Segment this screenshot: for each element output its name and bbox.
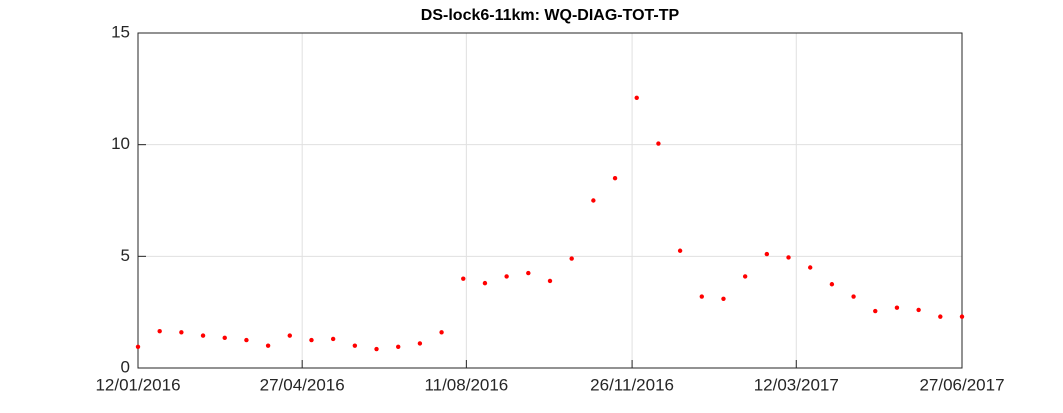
x-tick-label: 27/06/2017 — [919, 375, 1004, 394]
point — [265, 343, 271, 348]
x-tick-label: 11/08/2016 — [424, 375, 508, 394]
point — [547, 278, 553, 284]
point — [157, 328, 162, 334]
point — [482, 280, 488, 286]
point — [786, 255, 791, 260]
chart-title: DS-lock6-11km: WQ-DIAG-TOT-TP — [421, 7, 680, 24]
point — [677, 248, 683, 253]
point — [352, 343, 358, 348]
y-tick-label: 0 — [121, 357, 130, 376]
point — [959, 314, 965, 319]
point — [873, 308, 878, 314]
point — [461, 276, 466, 281]
x-tick-label: 26/11/2016 — [590, 375, 674, 394]
plot-frame — [137, 32, 963, 369]
point — [742, 274, 748, 279]
point — [656, 141, 661, 146]
point — [699, 294, 704, 299]
point — [287, 333, 292, 338]
point — [504, 274, 509, 279]
point — [808, 265, 813, 270]
point — [721, 296, 726, 301]
x-tick-label: 12/01/2016 — [95, 375, 180, 394]
point — [330, 336, 336, 342]
point — [612, 175, 618, 181]
point — [200, 333, 206, 338]
y-tick-label: 15 — [111, 22, 130, 41]
point — [569, 256, 574, 261]
point — [764, 251, 770, 257]
point — [135, 344, 141, 349]
point — [396, 344, 401, 349]
point — [244, 337, 249, 343]
point — [938, 314, 943, 319]
point — [829, 282, 835, 287]
point — [526, 270, 531, 276]
point — [851, 294, 856, 299]
point — [309, 337, 314, 343]
y-tick-label: 10 — [111, 134, 130, 153]
point — [894, 305, 900, 310]
point — [916, 307, 921, 313]
y-tick-label: 5 — [121, 246, 130, 265]
x-tick-label: 27/04/2016 — [260, 375, 345, 394]
point — [439, 330, 444, 335]
point — [179, 330, 184, 335]
point — [374, 346, 379, 352]
point — [222, 335, 227, 341]
point — [591, 198, 596, 203]
point — [417, 341, 423, 346]
x-tick-label: 12/03/2017 — [754, 375, 839, 394]
point — [634, 95, 639, 100]
